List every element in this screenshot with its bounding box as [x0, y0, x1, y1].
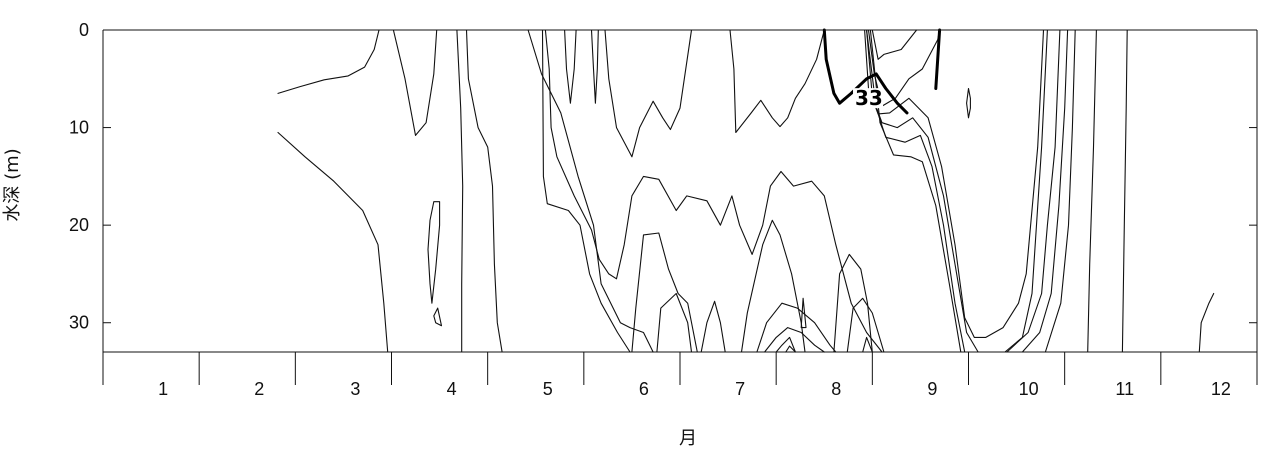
- contour-line-bold: [822, 28, 909, 115]
- contour-line: [590, 29, 599, 104]
- x-tick-label: 11: [1115, 379, 1134, 399]
- y-tick-label: 0: [79, 20, 89, 40]
- contour-line: [541, 29, 631, 353]
- contour-line: [1021, 29, 1069, 353]
- contour-line: [700, 300, 726, 353]
- contour-line: [864, 29, 1045, 338]
- y-tick-label: 10: [69, 118, 89, 138]
- x-tick-label: 1: [158, 379, 168, 399]
- contour-line: [1044, 29, 1076, 353]
- x-tick-label: 4: [447, 379, 457, 399]
- contour-line: [729, 29, 825, 134]
- contour-line: [1198, 292, 1215, 353]
- contour-line: [564, 29, 577, 104]
- x-tick-label: 5: [543, 379, 553, 399]
- x-axis: 1 2 3 4 5 6 7 8 9 10 11 12: [102, 352, 1258, 399]
- contour-label-bg: [853, 88, 884, 109]
- y-tick-label: 20: [69, 215, 89, 235]
- contour-line: [456, 29, 464, 353]
- contour-line: [656, 292, 693, 353]
- contour-line: [800, 297, 807, 329]
- contour-line: [433, 307, 443, 327]
- contour-line: [764, 327, 825, 353]
- contour-line: [866, 29, 966, 353]
- contour-line: [427, 201, 441, 304]
- x-tick-label: 10: [1019, 379, 1039, 399]
- contour-line: [277, 131, 389, 353]
- contour-label: 33: [855, 86, 883, 110]
- contour-line: [775, 336, 796, 353]
- x-tick-label: 7: [735, 379, 745, 399]
- contour-line: [392, 29, 438, 136]
- x-tick-label: 3: [350, 379, 360, 399]
- x-axis-title: 月: [679, 428, 697, 449]
- y-axis-title: 水深 (m): [2, 148, 23, 221]
- contour-line: [1006, 29, 1061, 353]
- contour-line: [866, 29, 1048, 353]
- contour-line: [1087, 29, 1097, 353]
- contour-labels: 33: [853, 86, 884, 110]
- contour-line: [740, 219, 806, 353]
- contour-line: [277, 29, 380, 94]
- contour-line: [846, 297, 885, 353]
- contour-line: [604, 29, 693, 158]
- x-tick-label: 12: [1211, 379, 1231, 399]
- x-tick-label: 9: [927, 379, 937, 399]
- contour-line: [527, 29, 654, 353]
- y-tick-label: 30: [69, 313, 89, 333]
- contour-line: [785, 345, 796, 353]
- x-tick-label: 8: [831, 379, 841, 399]
- y-axis-labels: 0 10 20 30: [69, 20, 1257, 333]
- contour-line: [465, 29, 503, 353]
- contour-line: [544, 29, 883, 353]
- contour-lines: [277, 28, 1215, 353]
- contour-line: [631, 232, 698, 353]
- contour-line: [833, 253, 873, 353]
- x-tick-label: 6: [639, 379, 649, 399]
- contour-line: [756, 302, 837, 353]
- contour-line: [1121, 29, 1128, 353]
- contour-line: [966, 87, 971, 119]
- contour-line: [871, 29, 918, 60]
- contour-line-bold: [934, 28, 942, 90]
- contour-line: [869, 29, 962, 353]
- x-tick-label: 2: [254, 379, 264, 399]
- contour-line: [862, 336, 873, 353]
